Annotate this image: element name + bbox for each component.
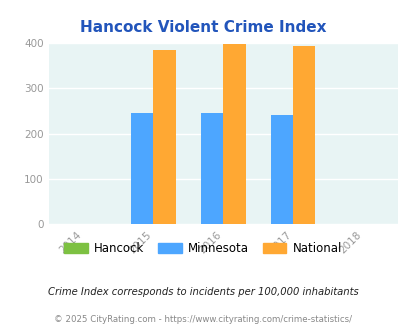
Text: Hancock Violent Crime Index: Hancock Violent Crime Index (79, 20, 326, 35)
Bar (223, 44, 245, 224)
Text: © 2025 CityRating.com - https://www.cityrating.com/crime-statistics/: © 2025 CityRating.com - https://www.city… (54, 315, 351, 324)
Bar (200, 113, 223, 224)
Bar (153, 50, 175, 224)
Text: Crime Index corresponds to incidents per 100,000 inhabitants: Crime Index corresponds to incidents per… (47, 287, 358, 297)
Bar (270, 115, 292, 224)
Legend: Hancock, Minnesota, National: Hancock, Minnesota, National (60, 237, 345, 260)
Bar (131, 113, 153, 224)
Bar (292, 46, 315, 224)
